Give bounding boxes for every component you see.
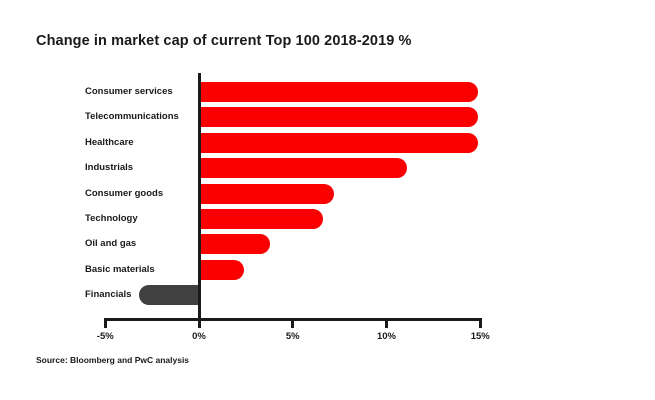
x-axis-tick-10 — [385, 318, 388, 328]
x-axis-tick-0 — [197, 318, 201, 328]
category-label-oil-and-gas: Oil and gas — [85, 238, 137, 250]
category-label-technology: Technology — [85, 213, 138, 224]
category-label-consumer-services: Consumer services — [85, 86, 173, 97]
bar-industrials — [199, 158, 408, 179]
bar-consumer-services — [199, 82, 479, 102]
zero-baseline — [197, 73, 201, 321]
bar-telecommunications — [199, 107, 479, 128]
x-axis-tick--5 — [103, 318, 107, 328]
bar-financials — [139, 285, 199, 306]
bar-technology — [199, 209, 323, 229]
x-axis-tick-15 — [478, 318, 482, 328]
source-note: Source: Bloomberg and PwC analysis — [36, 355, 190, 365]
category-label-telecommunications: Telecommunications — [85, 111, 179, 123]
x-axis-tick-label-15: 15% — [470, 331, 490, 342]
x-axis-tick-label--5: -5% — [96, 331, 114, 342]
category-label-industrials: Industrials — [85, 162, 134, 174]
category-label-financials: Financials — [85, 289, 132, 301]
x-axis-tick-5 — [291, 318, 295, 328]
x-axis-tick-label-0: 0% — [192, 331, 206, 342]
category-label-consumer-goods: Consumer goods — [85, 187, 164, 199]
x-axis-tick-label-10: 10% — [376, 331, 397, 342]
category-label-basic-materials: Basic materials — [85, 263, 155, 275]
x-axis-tick-label-5: 5% — [285, 331, 300, 342]
bar-healthcare — [199, 132, 479, 153]
bar-oil-and-gas — [199, 234, 271, 255]
bar-consumer-goods — [199, 183, 334, 204]
chart-title: Change in market cap of current Top 100 … — [36, 33, 412, 49]
bar-basic-materials — [199, 259, 244, 280]
category-label-healthcare: Healthcare — [85, 136, 134, 148]
